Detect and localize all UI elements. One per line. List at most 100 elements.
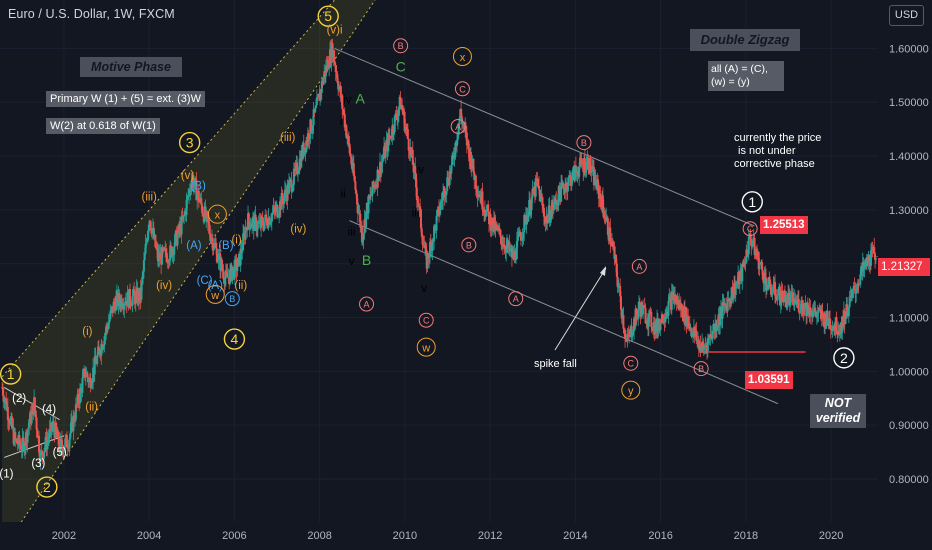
wave-label: (iii) bbox=[142, 191, 157, 203]
candle-body bbox=[681, 305, 684, 318]
candle-body bbox=[123, 304, 126, 309]
candle-body bbox=[86, 372, 89, 378]
candle-body bbox=[131, 296, 134, 306]
candle-body bbox=[735, 283, 738, 286]
candle-body bbox=[185, 200, 188, 215]
candle-body bbox=[843, 311, 846, 324]
candle-body bbox=[483, 209, 486, 214]
candle-body bbox=[14, 431, 17, 440]
candle-body bbox=[197, 191, 200, 203]
candle-body bbox=[768, 277, 771, 280]
candle-body bbox=[352, 163, 355, 176]
candle-body bbox=[220, 259, 223, 269]
candle-body bbox=[168, 260, 171, 264]
wave-circle bbox=[631, 258, 647, 274]
candle-body bbox=[224, 277, 227, 285]
wave-label: B bbox=[466, 240, 472, 250]
candle-body bbox=[403, 111, 406, 131]
candle-body bbox=[424, 246, 427, 253]
candle-body bbox=[78, 388, 81, 404]
candle-body bbox=[757, 251, 760, 270]
candle-body bbox=[520, 237, 523, 241]
candle-body bbox=[397, 108, 400, 114]
candle-body bbox=[711, 330, 714, 339]
x-tick-label: 2016 bbox=[648, 530, 672, 542]
candle-body bbox=[152, 227, 155, 239]
wave-label: (A) bbox=[208, 280, 224, 292]
candle-body bbox=[311, 125, 314, 131]
candle-body bbox=[327, 60, 330, 69]
wave-label: A bbox=[455, 122, 461, 132]
candle-body bbox=[591, 166, 594, 172]
candle-body bbox=[384, 145, 387, 158]
candle-body bbox=[481, 191, 484, 210]
wave-label: B bbox=[698, 364, 704, 374]
candle-body bbox=[770, 292, 773, 295]
candle-body bbox=[516, 235, 519, 242]
candle-body bbox=[744, 262, 747, 265]
candle-body bbox=[174, 234, 177, 247]
candle-body bbox=[151, 229, 154, 234]
candle-body bbox=[130, 305, 133, 307]
wave-circle bbox=[317, 5, 339, 27]
candle-body bbox=[643, 306, 646, 309]
candle-body bbox=[342, 108, 345, 112]
candle-body bbox=[261, 219, 264, 226]
candle-body bbox=[659, 319, 662, 331]
candle-body bbox=[73, 415, 76, 421]
wave-label: (C) bbox=[197, 275, 213, 287]
candle-body bbox=[381, 159, 384, 163]
candle-body bbox=[566, 185, 569, 192]
candle-body bbox=[98, 349, 101, 355]
candle-body bbox=[564, 187, 567, 193]
wave-label: 2 bbox=[43, 479, 51, 495]
candle-body bbox=[515, 259, 518, 261]
motive-channel-fill bbox=[2, 0, 376, 522]
candle-body bbox=[651, 326, 654, 330]
candle-body bbox=[244, 228, 247, 240]
candle-body bbox=[342, 111, 345, 114]
candle-body bbox=[847, 307, 850, 317]
candle-body bbox=[568, 176, 571, 178]
candle-body bbox=[419, 209, 422, 229]
candle-body bbox=[574, 165, 577, 181]
candle-body bbox=[369, 194, 372, 199]
candle-body bbox=[198, 200, 201, 203]
candle-body bbox=[88, 379, 91, 383]
candle-body bbox=[494, 223, 497, 231]
candle-body bbox=[94, 356, 97, 362]
candle-body bbox=[277, 215, 280, 217]
candle-body bbox=[642, 305, 645, 315]
candle-body bbox=[269, 221, 272, 223]
candle-body bbox=[777, 293, 780, 296]
candle-body bbox=[579, 157, 582, 160]
candle-body bbox=[60, 439, 63, 447]
candle-body bbox=[91, 381, 94, 386]
candle-body bbox=[188, 190, 191, 196]
candle-body bbox=[798, 311, 801, 313]
candle-body bbox=[721, 302, 724, 319]
candle-body bbox=[458, 118, 461, 125]
candle-body bbox=[435, 215, 438, 231]
candle-body bbox=[390, 137, 393, 139]
candle-body bbox=[406, 129, 409, 139]
candle-body bbox=[688, 325, 691, 329]
candle-body bbox=[617, 286, 620, 288]
candle-body bbox=[257, 222, 260, 224]
wave-label: A bbox=[513, 294, 519, 304]
candle-body bbox=[207, 222, 210, 225]
candle-body bbox=[792, 303, 795, 305]
x-tick-label: 2008 bbox=[307, 530, 331, 542]
wave-circle bbox=[508, 291, 524, 307]
candle-body bbox=[38, 435, 41, 453]
candle-body bbox=[612, 245, 615, 247]
candle-body bbox=[824, 323, 827, 328]
currency-button[interactable]: USD bbox=[889, 5, 924, 26]
candle-body bbox=[41, 450, 44, 456]
candle-body bbox=[96, 355, 99, 364]
candle-body bbox=[856, 283, 859, 290]
candle-body bbox=[741, 263, 744, 282]
candle-body bbox=[341, 95, 344, 109]
candle-body bbox=[874, 258, 877, 260]
